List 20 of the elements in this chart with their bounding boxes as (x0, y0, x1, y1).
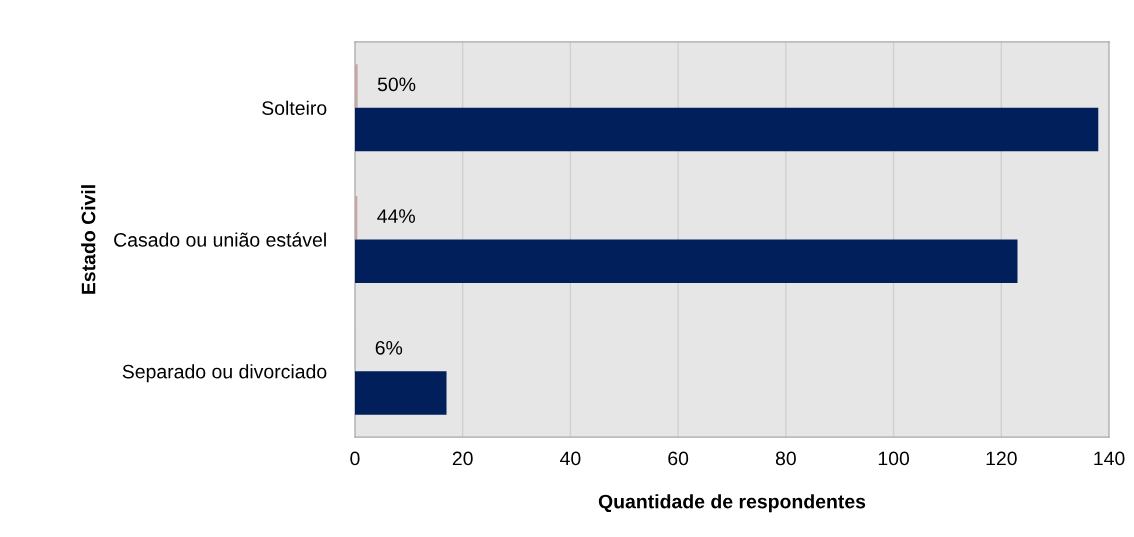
x-tick-label: 120 (986, 451, 1017, 466)
bar (354, 107, 1099, 152)
bar (354, 64, 358, 108)
data-label: 6% (375, 340, 403, 355)
y-tick-label: Separado ou divorciado (122, 364, 327, 383)
y-tick-label: Solteiro (262, 100, 327, 115)
bar (354, 371, 447, 415)
x-tick-label: 40 (560, 451, 581, 466)
bar (354, 239, 1018, 283)
x-tick-label: 140 (1094, 451, 1125, 466)
x-axis-title: Quantidade de respondentes (598, 494, 866, 513)
y-axis-title: Estado Civil (81, 185, 96, 294)
x-tick-label: 60 (668, 451, 689, 466)
data-label: 50% (377, 77, 416, 92)
data-label: 44% (377, 209, 415, 223)
y-tick-label: Casado ou união estável (114, 232, 326, 247)
x-tick-label: 20 (452, 451, 473, 466)
x-tick-label: 100 (878, 451, 910, 466)
x-tick-label: 80 (775, 451, 796, 466)
x-tick-label: 0 (350, 451, 360, 466)
